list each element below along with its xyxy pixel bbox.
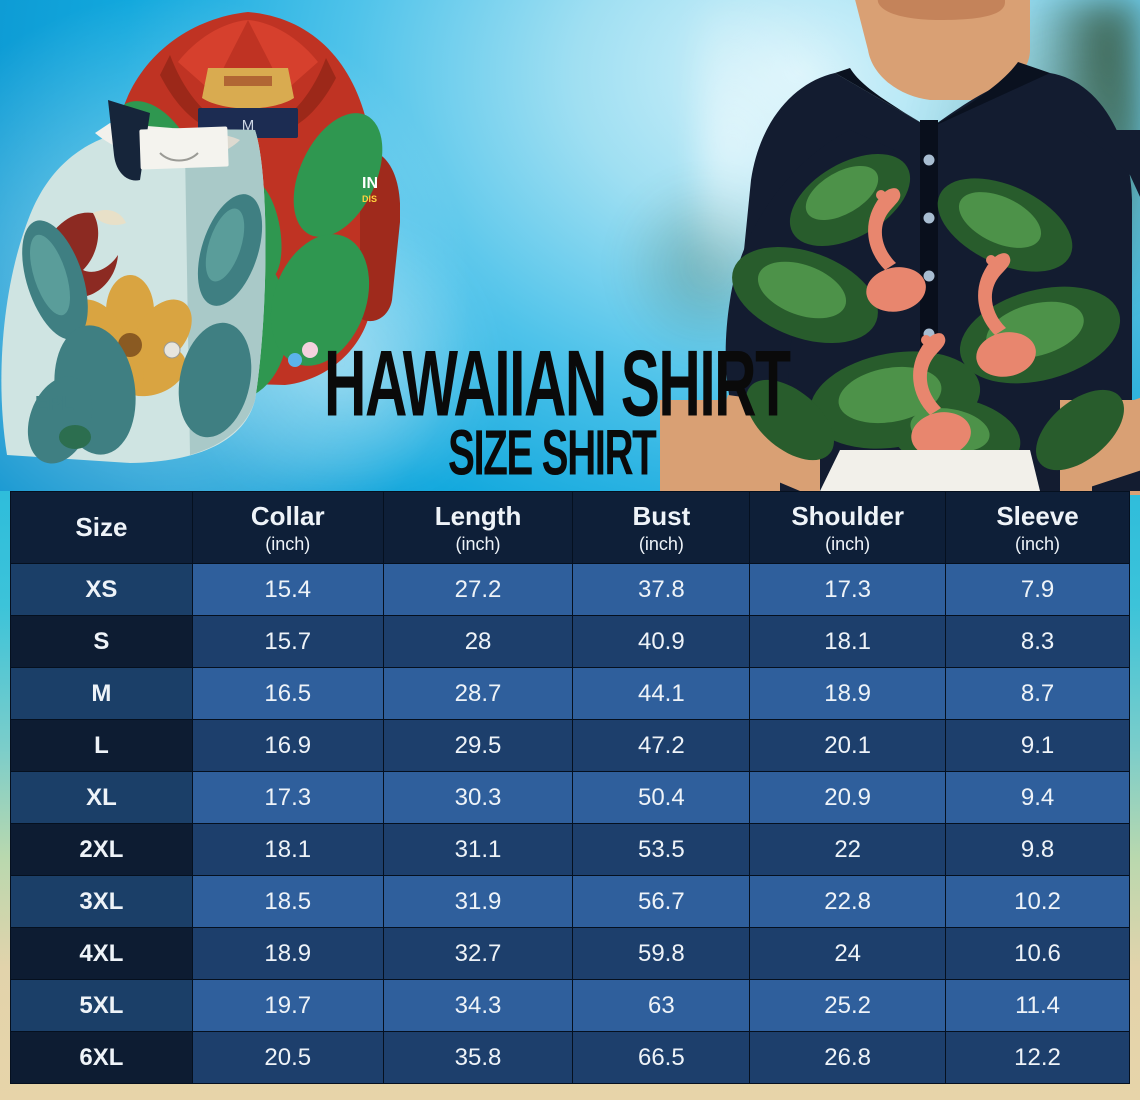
svg-text:EPL: EPL: [35, 393, 74, 415]
svg-text:DIS: DIS: [362, 194, 377, 204]
svg-text:IN: IN: [362, 175, 378, 192]
